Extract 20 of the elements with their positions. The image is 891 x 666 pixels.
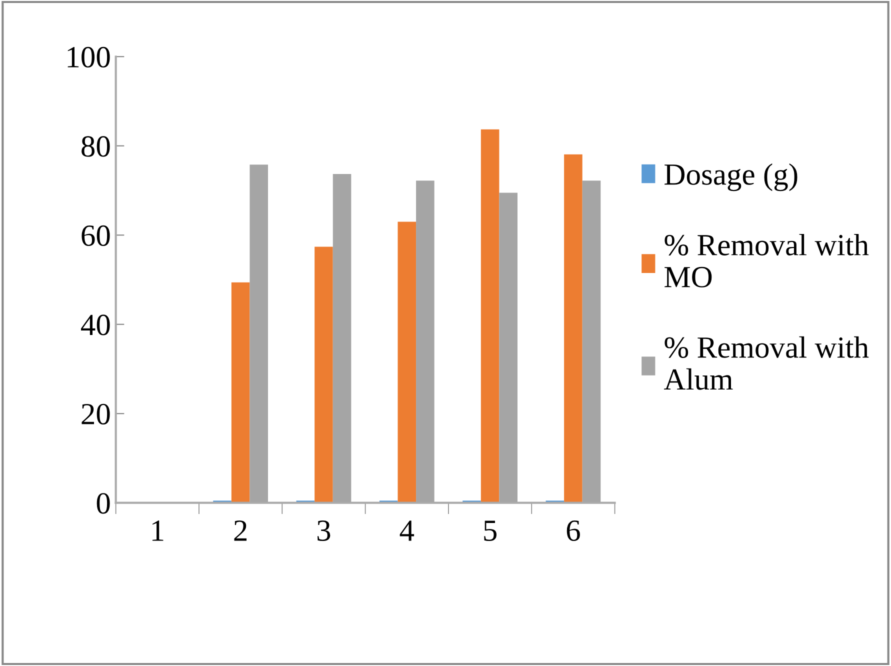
x-tick-label: 6	[566, 520, 580, 541]
bar	[231, 282, 250, 503]
bar	[398, 222, 416, 503]
x-tick-label: 2	[234, 520, 247, 541]
x-tick-label: 3	[318, 520, 330, 541]
y-tick-label: 100	[68, 46, 110, 68]
y-tick-label: 60	[82, 225, 110, 246]
y-tick-label: 40	[81, 314, 110, 336]
y-tick-label: 20	[82, 404, 110, 424]
legend-label: Dosage (g)	[664, 163, 798, 192]
bar	[564, 154, 582, 503]
x-tick-label: 1	[152, 520, 164, 541]
y-tick-label: 0	[96, 493, 110, 514]
x-tick-label: 5	[484, 520, 496, 541]
y-tick-label: 80	[82, 136, 110, 157]
legend-label: % Removal with Alum	[664, 336, 869, 390]
legend-label: % Removal with MO	[664, 234, 869, 288]
bar	[314, 246, 333, 503]
bar	[480, 129, 500, 503]
x-tick-label: 4	[400, 520, 414, 541]
